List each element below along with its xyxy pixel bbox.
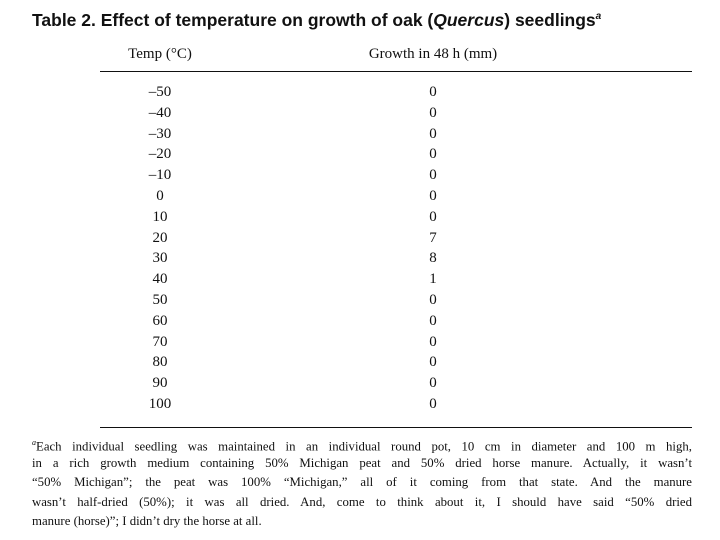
footnote-text: Each individual seedling was maintained …: [36, 439, 692, 454]
table-cell: 30: [152, 250, 168, 267]
table-cell: 0: [429, 104, 437, 121]
table-cell: 1: [429, 271, 437, 288]
title-text: ) seedlings: [504, 10, 596, 30]
table-cell: 8: [429, 250, 437, 267]
table-cell: –10: [148, 167, 172, 184]
title-text: Table 2. Effect of temperature on growth…: [32, 10, 434, 30]
footnote-text: in a rich growth medium containing 50% M…: [32, 455, 692, 470]
table-cell: 70: [152, 333, 168, 350]
column-header: Growth in 48 h (mm): [368, 46, 498, 62]
table-cell: 0: [429, 167, 437, 184]
table-cell: 0: [429, 146, 437, 163]
table-cell: 60: [152, 312, 168, 329]
title-italic: Quercus: [433, 10, 505, 30]
footnote-text: wasn’t half-dried (50%); it was all drie…: [32, 494, 692, 509]
table-cell: 20: [152, 229, 168, 246]
table-cell: 0: [429, 375, 437, 392]
table-cell: –30: [148, 125, 172, 142]
table-cell: 0: [156, 188, 164, 204]
table-cell: 0: [429, 84, 437, 100]
footnote-text: manure (horse)”; I didn’t dry the horse …: [32, 514, 262, 529]
table-cell: 0: [429, 333, 437, 350]
table-cell: 7: [429, 229, 437, 246]
footnote-line: “50% Michigan”; the peat was 100% “Michi…: [32, 474, 692, 490]
table-cell: 50: [152, 292, 168, 308]
table-title: Table 2. Effect of temperature on growth…: [32, 10, 601, 31]
table-cell: 0: [429, 396, 437, 412]
header-rule: [100, 71, 692, 72]
table-cell: 10: [152, 208, 168, 225]
column-header: Temp (°C): [128, 46, 192, 62]
table-cell: 100: [148, 396, 172, 412]
footnote-line: in a rich growth medium containing 50% M…: [32, 455, 692, 471]
table-cell: –40: [148, 104, 172, 121]
table-cell: –20: [148, 146, 172, 163]
table-cell: 0: [429, 312, 437, 329]
table-cell: 80: [152, 354, 168, 371]
footnote-text: “50% Michigan”; the peat was 100% “Michi…: [32, 475, 692, 490]
table-cell: 0: [429, 354, 437, 371]
footnote-line: wasn’t half-dried (50%); it was all drie…: [32, 494, 692, 510]
table-cell: 90: [152, 375, 168, 392]
note-mark: a: [595, 11, 602, 23]
note-mark: a: [32, 438, 36, 447]
table-cell: 0: [429, 125, 437, 142]
table-cell: 0: [429, 188, 437, 204]
table-cell: 0: [429, 208, 437, 225]
bottom-rule: [100, 427, 692, 428]
footnote-line: manure (horse)”; I didn’t dry the horse …: [32, 513, 692, 529]
table-cell: 40: [152, 271, 168, 288]
table-cell: –50: [148, 84, 172, 100]
footnote-line: aEach individual seedling was maintained…: [32, 435, 692, 454]
table-cell: 0: [429, 292, 437, 308]
